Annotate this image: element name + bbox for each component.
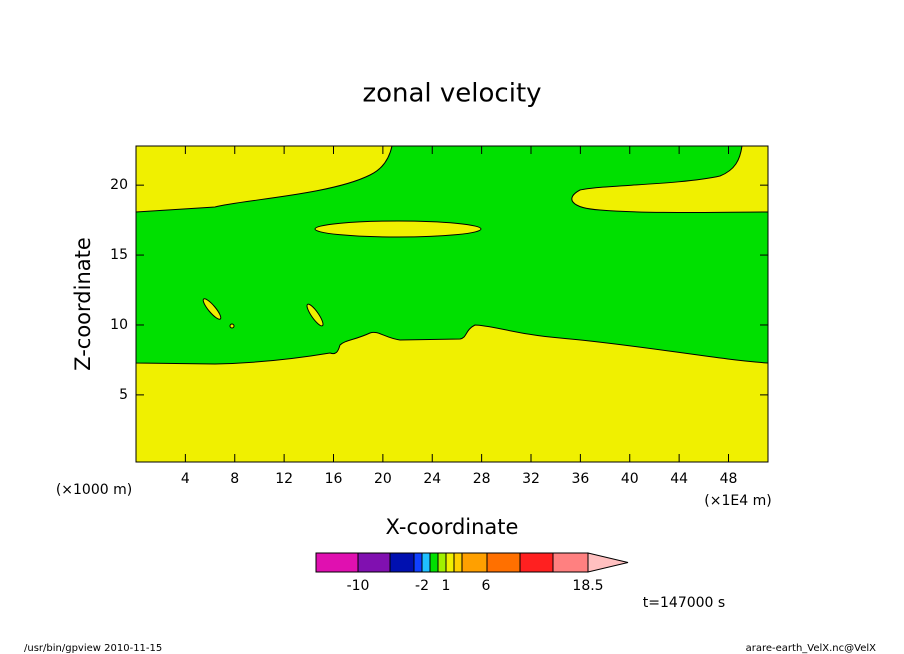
colorbar-label: 6: [482, 578, 491, 594]
footer: /usr/bin/gpview 2010-11-15: [24, 643, 162, 654]
colorbar-arrow: [587, 552, 629, 573]
x-tick-label: 48: [720, 471, 738, 487]
frame: [135, 145, 769, 463]
colorbar-box: [453, 552, 463, 573]
contour-field: [135, 145, 769, 463]
x-tick-label: 8: [230, 471, 239, 487]
colorbar-box: [315, 552, 359, 573]
annotation: t=147000 s: [643, 595, 725, 611]
colorbar-label: -2: [415, 578, 429, 594]
colorbar-box: [429, 552, 439, 573]
y-tick-label: 15: [110, 247, 128, 263]
x-tick-label: 20: [374, 471, 392, 487]
region: [314, 220, 482, 238]
x-tick-label: 44: [670, 471, 688, 487]
footer: arare-earth_VelX.nc@VelX: [746, 643, 877, 654]
colorbar-box: [413, 552, 423, 573]
y-tick-label: 20: [110, 177, 128, 193]
y-axis-label: Z-coordinate: [71, 237, 95, 371]
colorbar-label: 1: [442, 578, 451, 594]
colorbar-box: [389, 552, 415, 573]
colorbar-box: [519, 552, 554, 573]
x-tick-label: 28: [473, 471, 491, 487]
colorbar-box: [437, 552, 447, 573]
chart-title: zonal velocity: [362, 79, 541, 109]
x-unit: (×1E4 m): [704, 493, 771, 509]
x-tick-label: 32: [522, 471, 540, 487]
colorbar-label: 18.5: [572, 578, 603, 594]
y-tick-label: 10: [110, 317, 128, 333]
region: [202, 298, 222, 320]
colorbar-label: -10: [347, 578, 370, 594]
region: [229, 323, 235, 329]
colorbar-box: [357, 552, 391, 573]
colorbar-box: [552, 552, 589, 573]
x-tick-label: 4: [181, 471, 190, 487]
x-tick-label: 16: [325, 471, 343, 487]
x-tick-label: 40: [621, 471, 639, 487]
x-tick-label: 12: [275, 471, 293, 487]
colorbar-box: [461, 552, 488, 573]
region: [306, 303, 324, 327]
colorbar-box: [421, 552, 431, 573]
x-axis-label: X-coordinate: [386, 515, 519, 539]
x-tick-label: 36: [571, 471, 589, 487]
colorbar-box: [486, 552, 521, 573]
y-unit: (×1000 m): [56, 482, 132, 498]
x-tick-label: 24: [423, 471, 441, 487]
y-tick-label: 5: [119, 387, 128, 403]
colorbar-box: [445, 552, 455, 573]
